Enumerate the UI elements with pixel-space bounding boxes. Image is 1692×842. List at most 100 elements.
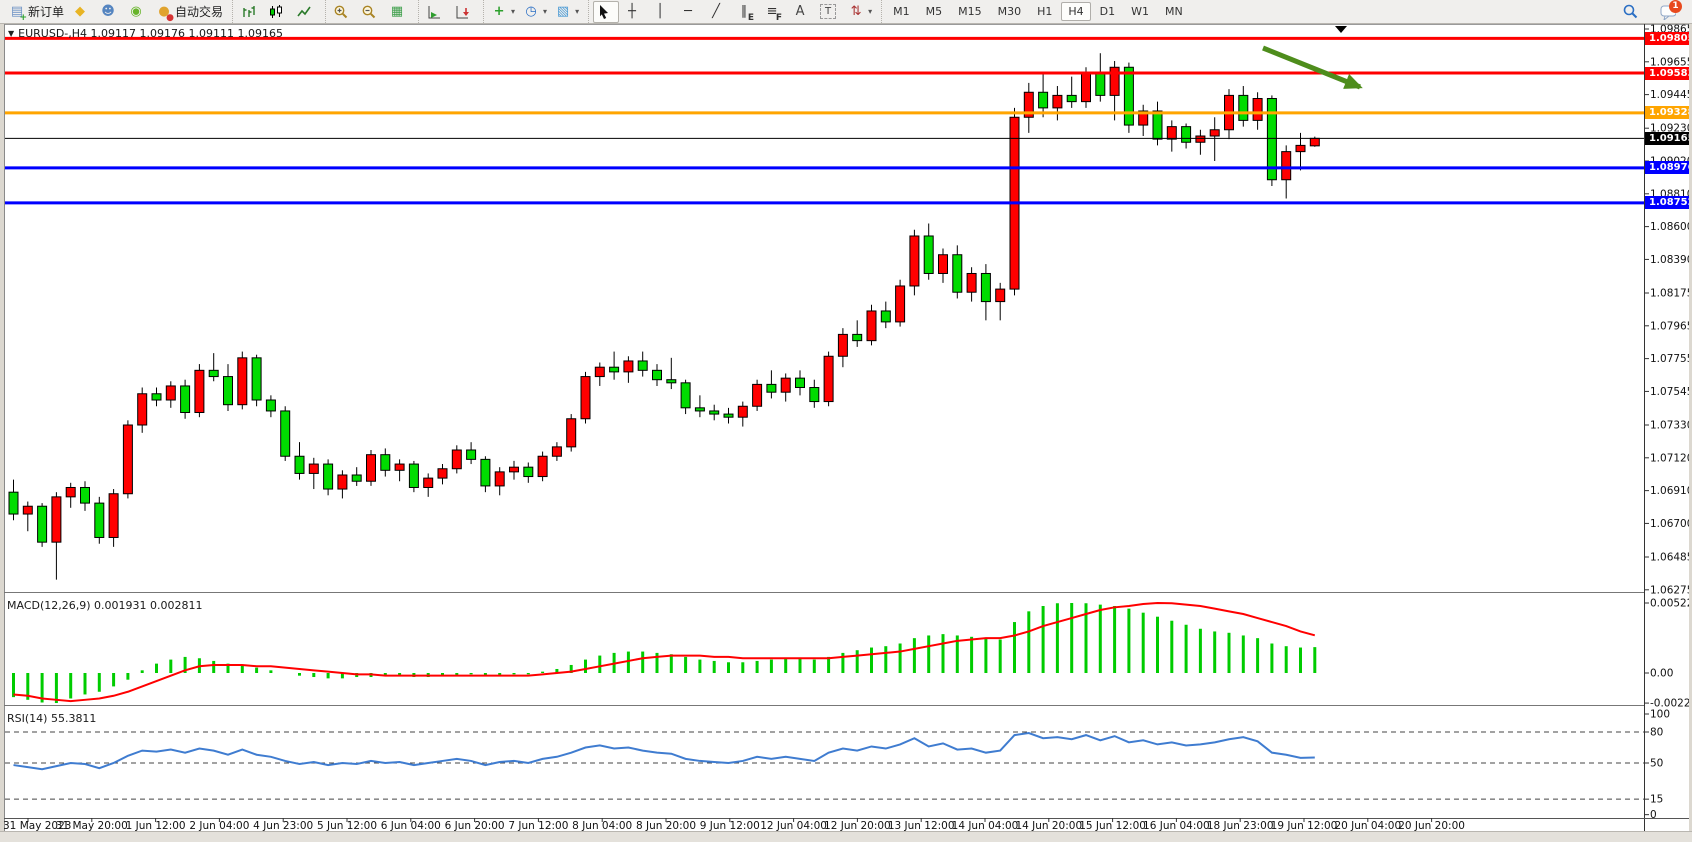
timeframe-mn[interactable]: MN (1165, 5, 1183, 18)
candle-bearish (80, 486, 90, 504)
text-label-button[interactable]: T (817, 1, 843, 23)
cursor-button[interactable] (593, 0, 620, 23)
zoom-out-icon (361, 4, 377, 20)
tile-windows-button[interactable]: ▦ (386, 1, 412, 23)
arrows-tool-button-dropdown-icon[interactable]: ▾ (868, 7, 873, 16)
macd-signal-line (13, 602, 1316, 703)
arrows-tool-button[interactable]: ⇅ ▾ (845, 1, 875, 23)
chart-context-arrow-icon[interactable]: ▼ (8, 29, 15, 38)
candle-bearish (351, 474, 362, 482)
trend-arrow-annotation[interactable] (1262, 45, 1363, 90)
timeframe-m5[interactable]: M5 (925, 5, 943, 18)
candle-bearish (151, 393, 162, 401)
vertical-line-button[interactable]: │ (649, 1, 675, 23)
candle-bullish (537, 455, 548, 478)
crosshair-icon: ┼ (628, 3, 636, 19)
price-tick-label: 1.06910 (1650, 485, 1692, 497)
time-axis-label: 18 Jun 23:00 (1206, 820, 1274, 832)
template-chart-icon: ▧ (556, 3, 570, 19)
candle-bullish (509, 466, 519, 473)
equidistant-channel-icon-overlay: E (747, 12, 755, 23)
candle-bearish (880, 310, 891, 323)
metaquotes-button[interactable]: ◆ (69, 1, 95, 23)
autotrading-button-label: 自动交易 (175, 5, 224, 19)
candle-bullish (1209, 129, 1220, 137)
time-axis-label: 14 Jun 04:00 (951, 820, 1019, 832)
horizontal-line-button[interactable]: ─ (677, 1, 703, 23)
candle-bullish (1081, 73, 1091, 103)
price-tick-label: 1.06700 (1650, 518, 1692, 530)
cursor-icon (596, 4, 612, 20)
crosshair-button[interactable]: ┼ (621, 1, 647, 23)
macd-axis-label: -0.002244 (1650, 698, 1692, 710)
indicators-button-dropdown-icon[interactable]: ▾ (511, 7, 516, 16)
candle-bullish (866, 310, 877, 342)
chart-title: ▼ EURUSD-,H4 1.09117 1.09176 1.09111 1.09… (8, 27, 283, 40)
auto-scroll-icon (426, 4, 442, 20)
rsi-axis-label: 100 (1650, 709, 1670, 721)
candle-bearish (251, 357, 262, 401)
channel-button[interactable]: ∥ E (733, 1, 759, 23)
tile-windows-icon: ▦ (390, 3, 404, 19)
new-order-button[interactable]: ▤ + 新订单 (6, 1, 67, 23)
rsi-axis-label: 50 (1650, 758, 1663, 770)
timeframe-h1[interactable]: H1 (1037, 5, 1053, 18)
fibonacci-button[interactable]: ≡ F (761, 1, 787, 23)
trendline-button[interactable]: ╱ (705, 1, 731, 23)
notifications-button[interactable]: 1 (1657, 0, 1683, 23)
periods-button-dropdown-icon[interactable]: ▾ (543, 7, 548, 16)
search-button[interactable] (1619, 1, 1645, 23)
timeframe-m30[interactable]: M30 (997, 5, 1022, 18)
drawing-group: ┼ │ ─ ╱ ∥ E ≡ F A T ⇅ ▾ (588, 0, 879, 23)
zoom-group: ▦ (325, 0, 416, 23)
candle-bullish (1052, 94, 1063, 109)
candle-bearish (980, 272, 991, 303)
candle-bearish (480, 458, 491, 487)
chart-background (0, 24, 1692, 832)
time-axis-label: 7 Jun 12:00 (508, 820, 569, 832)
timeframe-d1[interactable]: D1 (1099, 5, 1116, 18)
chart-shift-button[interactable] (451, 1, 477, 23)
templates-button-dropdown-icon[interactable]: ▾ (575, 7, 580, 16)
candle-bullish (780, 377, 791, 393)
candle-bullish (823, 355, 834, 403)
candle-bullish (580, 376, 591, 420)
bar-chart-button[interactable] (237, 1, 263, 23)
zoom-in-button[interactable] (330, 1, 356, 23)
candle-bearish (723, 413, 734, 418)
time-axis[interactable]: 31 May 2023 31 May 20:00 1 Jun 12:00 2 Jun … (0, 820, 1692, 833)
candle-bearish (923, 235, 934, 274)
timeframe-m15[interactable]: M15 (958, 5, 982, 18)
new-order-icon: ▤ + (10, 3, 27, 23)
price-tick-label: 1.06275 (1650, 584, 1692, 596)
market-signal-button[interactable]: ◉ (125, 1, 151, 23)
candle-bearish (1266, 98, 1277, 181)
candlestick-button[interactable] (265, 1, 291, 23)
autotrading-button[interactable]: ● ● 自动交易 (153, 1, 226, 23)
chart-canvas[interactable]: 1.098651.096551.094451.092301.090201.088… (0, 24, 1692, 832)
candle-bearish (680, 382, 691, 409)
text-button[interactable]: A (789, 1, 815, 23)
templates-button[interactable]: ▧ ▾ (552, 1, 582, 23)
auto-scroll-button[interactable] (423, 1, 449, 23)
candle-bullish (237, 357, 248, 406)
time-axis-label: 31 May 2023 (3, 820, 72, 832)
time-axis-label: 19 Jun 12:00 (1270, 820, 1338, 832)
periods-button[interactable]: ◷ ▾ (520, 1, 550, 23)
candle-bearish (94, 502, 105, 538)
main-toolbar: ▤ + 新订单 ◆ ☻ ◉ ● ● 自动交易 ▦ + ▾ ◷ ▾ ▧ ▾ ┼ │ ─ ╱ ∥ E ≡ F A T ⇅ ▾ M1 M5 M1… (0, 0, 1692, 24)
price-tick-label: 1.09445 (1650, 89, 1692, 101)
zoom-out-button[interactable] (358, 1, 384, 23)
candle-bearish (8, 491, 19, 515)
candle-bullish (938, 254, 948, 274)
indicators-button[interactable]: + ▾ (488, 1, 518, 23)
autotrading-icon-overlay: ● (166, 12, 175, 23)
time-axis-label: 8 Jun 04:00 (572, 820, 633, 832)
timeframe-m1[interactable]: M1 (893, 5, 910, 18)
line-chart-button[interactable] (293, 1, 319, 23)
timeframe-w1[interactable]: W1 (1131, 5, 1149, 18)
timeframe-h4[interactable]: H4 (1061, 2, 1091, 21)
profile-button[interactable]: ☻ (97, 1, 123, 23)
time-axis-label: 6 Jun 20:00 (444, 820, 505, 832)
